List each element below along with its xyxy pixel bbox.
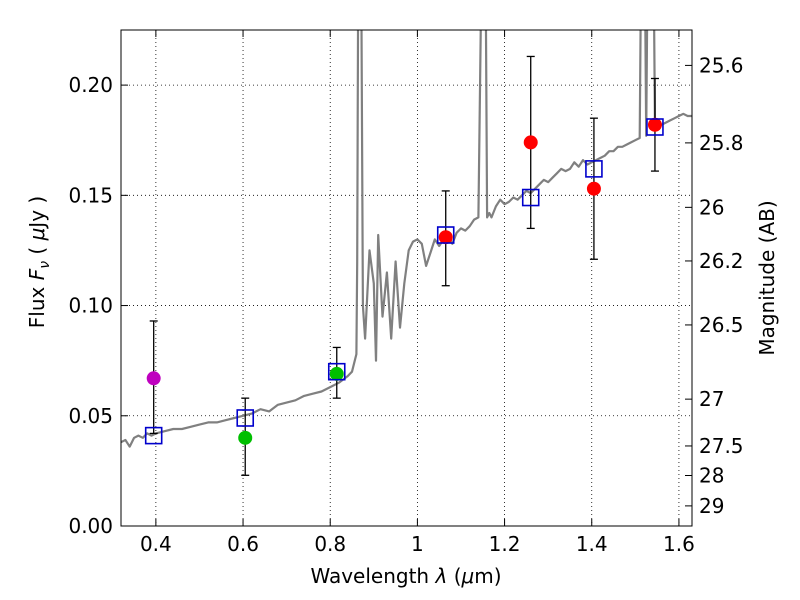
y-axis-title-unit: Jy (25, 210, 49, 230)
ticks-layer: 0.4 0.6 0.8 1 1.2 1.4 1.6 0.00 0.05 0.10 0.15 0.20 2… (68, 30, 744, 556)
x-tick-label: 0.4 (140, 532, 172, 556)
mag-tick-label: 27.5 (699, 434, 744, 458)
mag-tick-label: 25.6 (699, 53, 744, 77)
y-tick-label: 0.05 (68, 404, 113, 428)
model-point-square (585, 160, 603, 178)
y-tick-label: 0.20 (68, 73, 113, 97)
mag-tick-label: 29 (699, 494, 724, 518)
model-point-square (144, 426, 163, 445)
x-axis-title-paren: ( (454, 564, 462, 588)
x-axis-title-mu: μ (461, 564, 475, 588)
observed-point (329, 366, 344, 381)
mag-tick-label: 25.8 (699, 131, 744, 155)
spectrum-layer (121, 30, 692, 448)
x-axis-title-symbol: λ (434, 564, 447, 588)
mag-tick-label: 26.2 (699, 249, 744, 273)
y-tick-label: 0.15 (68, 183, 113, 207)
points-layer (144, 55, 664, 476)
model-point-square (436, 226, 455, 244)
observed-point (146, 371, 161, 386)
spectrum-line (121, 30, 692, 448)
magnitude-axis-title: Magnitude (AB) (755, 200, 779, 355)
y-axis-title-paren-close: ) (25, 196, 49, 204)
x-tick-label: 1.2 (489, 532, 521, 556)
mag-tick-label: 26 (699, 195, 724, 219)
mag-tick-label: 28 (699, 463, 724, 487)
x-tick-label: 1.4 (576, 532, 608, 556)
grid-layer (121, 30, 692, 527)
plot-frame (120, 29, 693, 527)
mag-tick-label: 27 (699, 387, 724, 411)
x-tick-label: 0.8 (314, 532, 346, 556)
y-axis-title-paren-open: ( (25, 247, 49, 255)
model-point-square (646, 118, 664, 136)
y-axis-title-mu: μ (25, 228, 49, 242)
x-tick-label: 0.6 (227, 532, 259, 556)
model-point-square (521, 188, 540, 207)
y-tick-label: 0.10 (68, 294, 113, 318)
model-point-square (327, 362, 346, 381)
y-axis-title: Flux Fν ( μJy ) (25, 196, 54, 328)
x-tick-label: 1 (411, 532, 424, 556)
x-tick-label: 1.6 (663, 532, 695, 556)
y-axis-title-sub: ν (37, 261, 53, 269)
x-axis-title: Wavelength λ (μm) (310, 564, 501, 588)
y-axis-title-symbol: F (25, 268, 49, 280)
model-point-square (236, 409, 255, 427)
observed-point (523, 135, 538, 150)
observed-point (238, 430, 253, 445)
observed-point (586, 181, 601, 196)
observed-point (647, 117, 662, 132)
y-axis-title-prefix: Flux (25, 286, 49, 328)
observed-point (438, 230, 453, 245)
x-axis-title-unit: m) (474, 564, 501, 588)
mag-tick-label: 26.5 (699, 313, 744, 337)
x-axis-title-prefix: Wavelength (310, 564, 429, 588)
y-tick-label: 0.00 (68, 514, 113, 538)
